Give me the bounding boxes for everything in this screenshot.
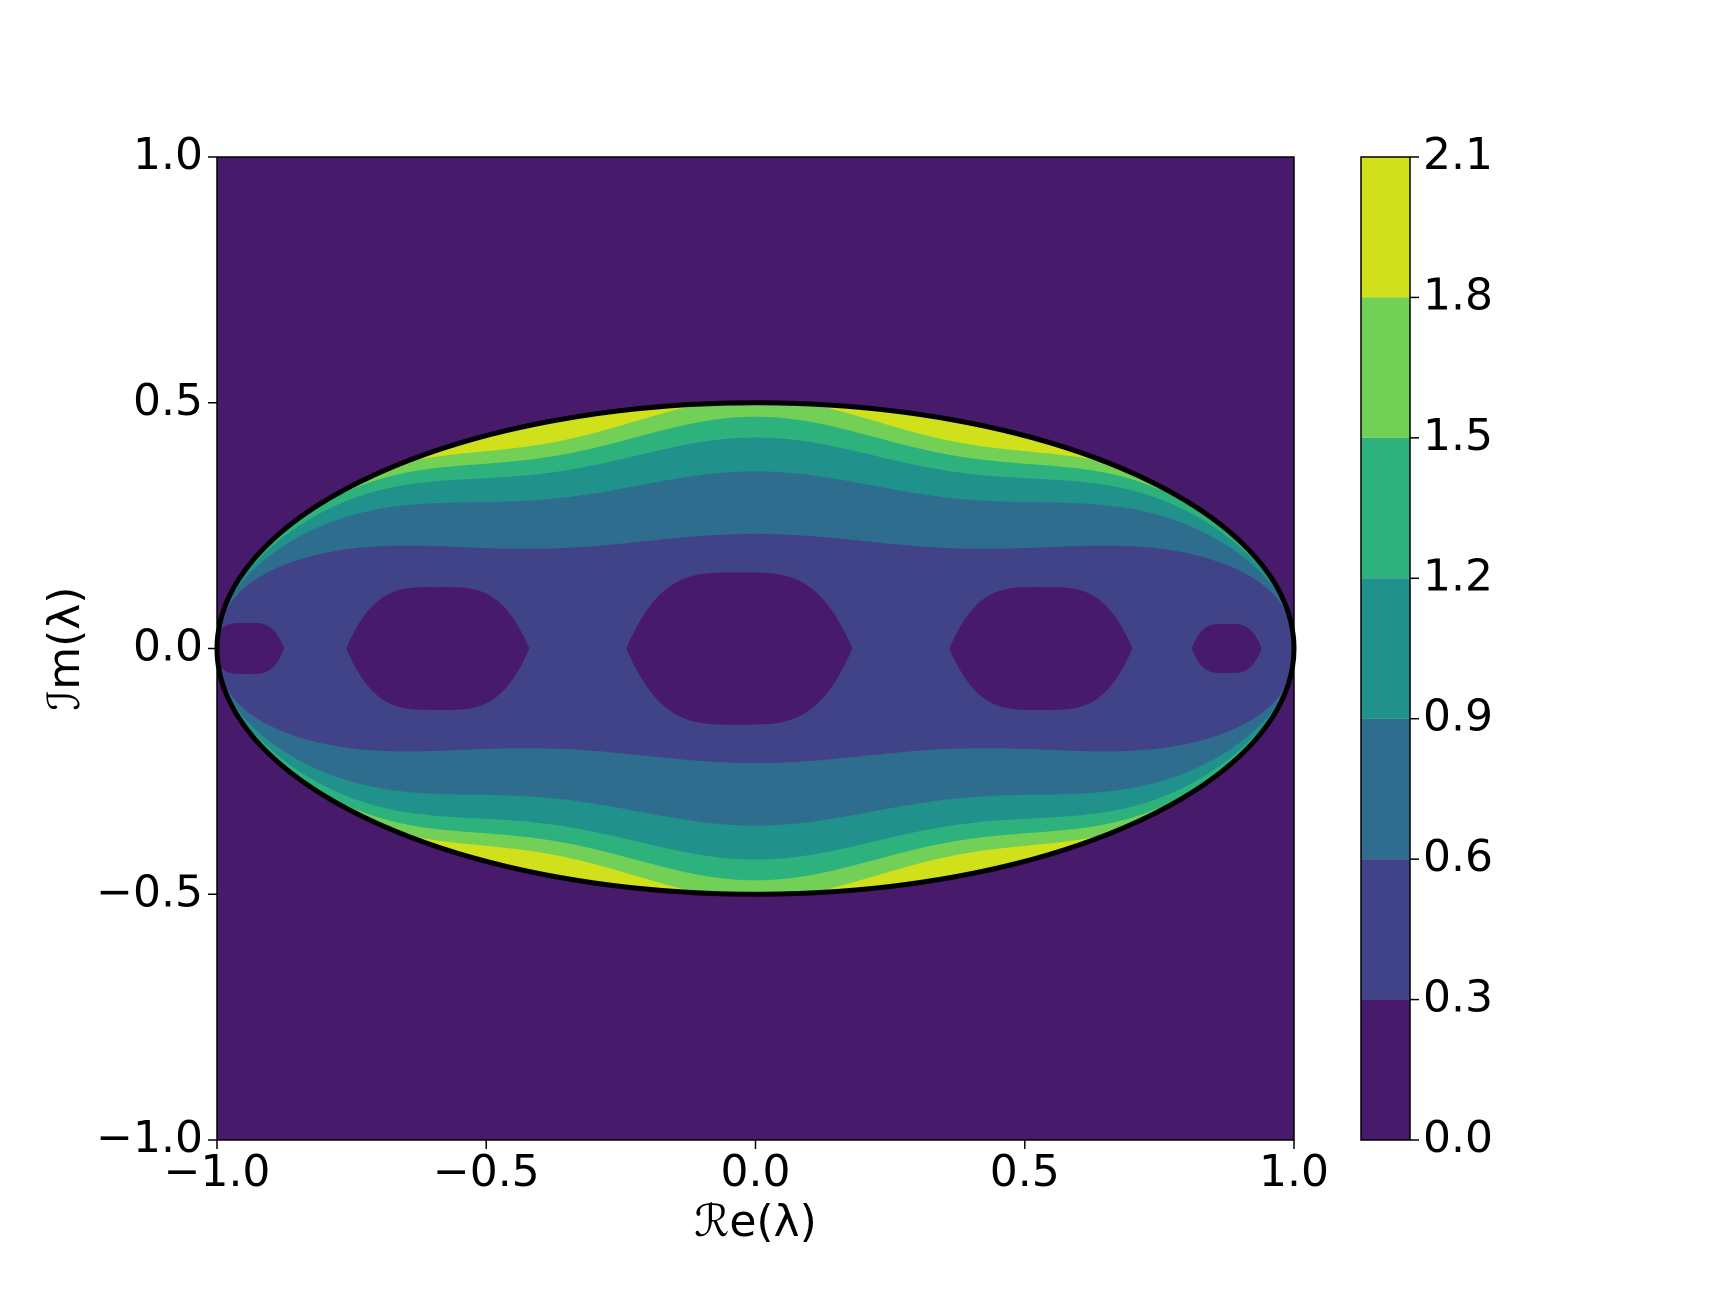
- plot-frame: [216, 156, 1295, 1141]
- contour-band: [626, 572, 853, 725]
- colorbar-frame: [1360, 156, 1411, 1141]
- colorbar-segment: [1361, 999, 1410, 1140]
- contour-band: [217, 622, 285, 675]
- contour-band: [949, 587, 1133, 710]
- colorbar-tick-label: 1.2: [1423, 550, 1493, 601]
- colorbar-tick-label: 0.0: [1423, 1112, 1493, 1163]
- y-tick-label: 0.0: [133, 621, 203, 672]
- colorbar-tick-label: 1.8: [1423, 269, 1493, 320]
- colorbar-tick-label: 0.3: [1423, 972, 1493, 1023]
- colorbar-segment: [1361, 157, 1410, 298]
- x-axis-label: ℛe(λ): [694, 1196, 817, 1247]
- x-tick-label: 1.0: [1259, 1146, 1329, 1197]
- colorbar-tick-label: 1.5: [1423, 410, 1493, 461]
- y-axis-label: ℐm(λ): [39, 587, 90, 711]
- contour-band: [1191, 623, 1262, 674]
- x-tick-label: −0.5: [433, 1146, 540, 1197]
- y-tick-label: 0.5: [133, 375, 203, 426]
- colorbar-tick-label: 2.1: [1423, 129, 1493, 180]
- contour-plot: [214, 157, 1297, 1140]
- x-tick-label: 0.0: [721, 1146, 791, 1197]
- colorbar-tick-label: 0.9: [1423, 691, 1493, 742]
- colorbar-tick-label: 0.6: [1423, 831, 1493, 882]
- x-tick-label: −1.0: [164, 1146, 271, 1197]
- colorbar-segment: [1361, 578, 1410, 719]
- y-tick-label: −1.0: [96, 1112, 203, 1163]
- colorbar-segment: [1361, 437, 1410, 579]
- contour-region: [217, 402, 1294, 895]
- contour-band: [346, 587, 530, 710]
- y-tick-label: 1.0: [133, 129, 203, 180]
- colorbar-segment: [1361, 297, 1410, 438]
- x-tick-label: 0.5: [990, 1146, 1060, 1197]
- colorbar-segment: [1361, 859, 1410, 1000]
- colorbar-segment: [1361, 718, 1410, 860]
- y-tick-label: −0.5: [96, 866, 203, 917]
